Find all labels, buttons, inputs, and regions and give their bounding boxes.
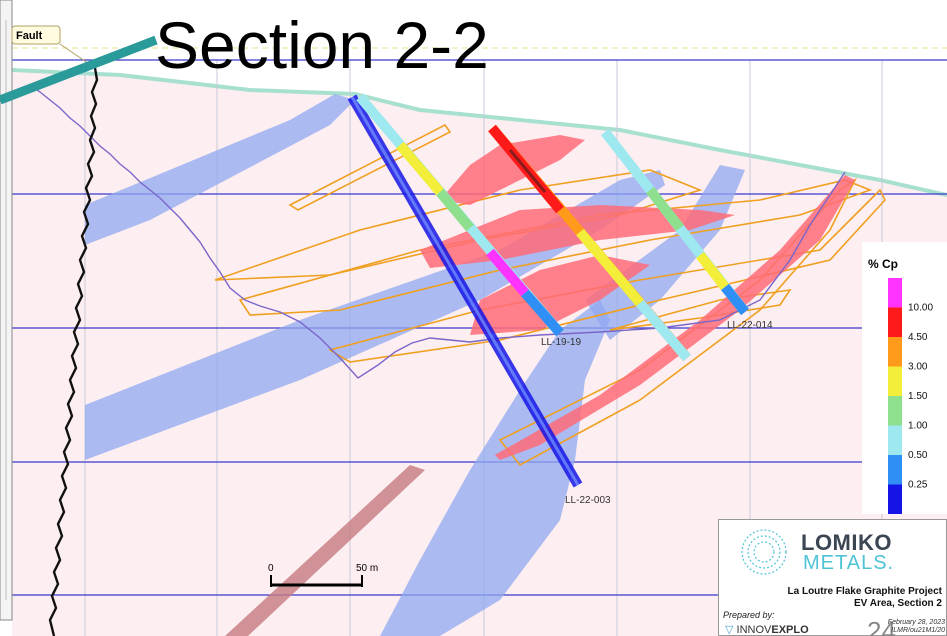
drill-hole-ll-22-014 [601, 128, 749, 316]
fault-line [48, 67, 99, 636]
scale-end-label: 50 m [356, 563, 378, 574]
legend-value: 0.50 [908, 450, 928, 461]
project-line1: La Loutre Flake Graphite Project [787, 586, 942, 597]
legend-value: 4.50 [908, 332, 928, 343]
scale-bar: 0 50 m [268, 563, 378, 587]
grade-legend: % Cp 10.00 4.50 3.00 1.50 1.00 0.50 0.25 [862, 242, 947, 514]
doc-date: February 28, 2023 ILMR/ou21M1/20 [887, 619, 945, 635]
legend-swatch [888, 484, 902, 514]
legend-swatch [888, 455, 902, 485]
hole-label-ll-19-19: LL-19-19 [541, 337, 581, 348]
legend-title: % Cp [868, 257, 898, 271]
lomiko-logo-icon [741, 529, 787, 575]
legend-swatch [888, 278, 902, 308]
legend-swatch [888, 337, 902, 367]
lower-brown-band [225, 465, 425, 636]
legend-value: 1.50 [908, 391, 928, 402]
fault-label-box [11, 25, 61, 45]
doc-ref: ILMR/ou21M1/20 [891, 627, 945, 634]
hole-label-ll-22-003: LL-22-003 [565, 495, 611, 506]
legend-value: 3.00 [908, 362, 928, 373]
legend-value: 10.00 [908, 303, 933, 314]
section-pointer [0, 35, 158, 105]
hole-label-ll-22-014: LL-22-014 [727, 320, 773, 331]
section-title: Section 2-2 [155, 8, 489, 82]
drill-hole-ll-22-003 [347, 94, 583, 488]
legend-swatch [888, 425, 902, 455]
legend-swatch [888, 396, 902, 426]
firm-prefix: INNOV [736, 624, 772, 636]
legend-value: 0.25 [908, 480, 928, 491]
legend-value: 1.00 [908, 421, 928, 432]
ground-surface-line [11, 68, 947, 197]
doc-date-text: February 28, 2023 [887, 619, 945, 626]
drill-hole-mid [488, 124, 691, 362]
project-line2: EV Area, Section 2 [854, 598, 942, 609]
overburden-contact [29, 84, 846, 379]
company-name-second: METALS. [803, 552, 895, 574]
title-block: LOMIKO METALS. La Loutre Flake Graphite … [718, 519, 947, 636]
prepared-by-label: Prepared by: [723, 610, 775, 620]
legend-swatch [888, 307, 902, 337]
company-name: LOMIKO [801, 530, 892, 555]
fault-label: Fault [16, 30, 43, 42]
scale-start-label: 0 [268, 563, 274, 574]
page-number: 24 [867, 616, 896, 636]
firm-name: ▽ INNOVEXPLO [725, 624, 809, 636]
firm-suffix: EXPLO [771, 624, 809, 636]
project-title: La Loutre Flake Graphite Project EV Area… [719, 586, 947, 610]
drill-hole-ll-19-19 [356, 93, 564, 337]
legend-swatch [888, 366, 902, 396]
